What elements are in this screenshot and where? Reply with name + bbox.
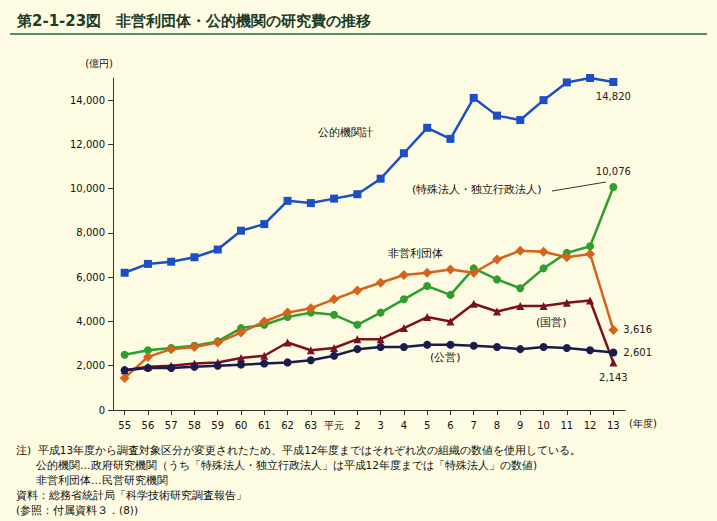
svg-text:3,616: 3,616 xyxy=(623,324,652,335)
svg-text:8: 8 xyxy=(494,420,500,431)
svg-text:資料：総務省統計局「科学技術研究調査報告」: 資料：総務省統計局「科学技術研究調査報告」 xyxy=(16,489,247,501)
svg-text:非営利団体: 非営利団体 xyxy=(388,247,443,260)
svg-text:注) 平成13年度から調査対象区分が変更されたため、平成1: 注) 平成13年度から調査対象区分が変更されたため、平成12年度まではそれぞれ次… xyxy=(16,444,582,456)
svg-text:7: 7 xyxy=(471,420,477,431)
svg-text:3: 3 xyxy=(377,420,383,431)
svg-text:0: 0 xyxy=(99,405,105,416)
svg-text:(公営): (公営) xyxy=(430,351,461,364)
svg-text:12: 12 xyxy=(584,420,597,431)
svg-text:2,000: 2,000 xyxy=(76,360,105,371)
svg-text:4,000: 4,000 xyxy=(76,316,105,327)
svg-text:61: 61 xyxy=(258,420,271,431)
svg-text:10: 10 xyxy=(537,420,550,431)
svg-text:(参照：付属資料３．(8)): (参照：付属資料３．(8)) xyxy=(16,504,138,516)
svg-text:2,601: 2,601 xyxy=(623,347,652,358)
svg-text:5: 5 xyxy=(424,420,430,431)
svg-text:8,000: 8,000 xyxy=(76,227,105,238)
svg-text:14,000: 14,000 xyxy=(70,95,105,106)
svg-text:58: 58 xyxy=(188,420,201,431)
svg-text:(年度): (年度) xyxy=(629,418,657,429)
svg-text:10,000: 10,000 xyxy=(70,183,105,194)
svg-text:59: 59 xyxy=(211,420,224,431)
svg-text:56: 56 xyxy=(142,420,155,431)
svg-text:12,000: 12,000 xyxy=(70,139,105,150)
svg-text:公的機関…政府研究機関（うち「特殊法人・独立行政法人」は平成: 公的機関…政府研究機関（うち「特殊法人・独立行政法人」は平成12年度までは「特殊… xyxy=(16,459,537,472)
svg-text:57: 57 xyxy=(165,420,178,431)
svg-text:第2-1-23図 非営利団体・公的機関の研究費の推移: 第2-1-23図 非営利団体・公的機関の研究費の推移 xyxy=(16,12,371,30)
svg-text:13: 13 xyxy=(607,420,620,431)
svg-text:(特殊法人・独立行政法人): (特殊法人・独立行政法人) xyxy=(412,183,542,196)
svg-text:10,076: 10,076 xyxy=(596,166,631,177)
svg-text:62: 62 xyxy=(281,420,294,431)
svg-text:14,820: 14,820 xyxy=(596,91,631,102)
svg-text:2,143: 2,143 xyxy=(599,372,628,383)
svg-text:55: 55 xyxy=(118,420,131,431)
svg-text:4: 4 xyxy=(401,420,407,431)
svg-text:2: 2 xyxy=(354,420,360,431)
svg-text:11: 11 xyxy=(560,420,573,431)
svg-text:6: 6 xyxy=(447,420,453,431)
svg-text:(国営): (国営) xyxy=(536,316,567,329)
svg-text:6,000: 6,000 xyxy=(76,272,105,283)
svg-text:公的機関計: 公的機関計 xyxy=(318,126,373,139)
svg-text:(億円): (億円) xyxy=(85,58,113,69)
svg-text:非営利団体…民営研究機関: 非営利団体…民営研究機関 xyxy=(16,474,168,486)
svg-text:60: 60 xyxy=(235,420,248,431)
svg-text:平元: 平元 xyxy=(324,420,344,431)
svg-text:63: 63 xyxy=(304,420,317,431)
svg-text:9: 9 xyxy=(517,420,523,431)
